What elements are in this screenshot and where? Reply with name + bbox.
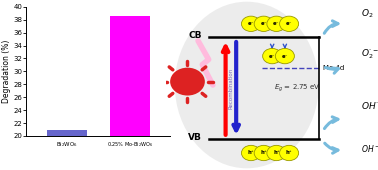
Circle shape xyxy=(263,48,282,64)
Circle shape xyxy=(275,48,294,64)
Circle shape xyxy=(242,16,260,31)
Text: 0.25% Mo-Bi$_2$WO$_6$: 0.25% Mo-Bi$_2$WO$_6$ xyxy=(107,140,153,149)
Circle shape xyxy=(267,16,286,31)
Bar xyxy=(110,16,150,170)
Text: h⁺: h⁺ xyxy=(286,150,292,156)
Bar xyxy=(46,130,87,170)
Text: $OH^-, H_2O$: $OH^-, H_2O$ xyxy=(361,143,378,156)
Circle shape xyxy=(254,145,273,161)
Circle shape xyxy=(280,145,299,161)
Text: e⁻: e⁻ xyxy=(260,21,267,26)
Text: $E_g$ = 2.75 eV: $E_g$ = 2.75 eV xyxy=(274,83,321,94)
Text: h⁺: h⁺ xyxy=(248,150,254,156)
Text: $O_2$: $O_2$ xyxy=(361,7,373,20)
Text: e⁻: e⁻ xyxy=(248,21,254,26)
Text: VB: VB xyxy=(188,133,202,142)
Ellipse shape xyxy=(175,2,319,168)
Circle shape xyxy=(170,68,205,96)
Text: e⁻: e⁻ xyxy=(273,21,280,26)
Text: h⁺: h⁺ xyxy=(273,150,280,156)
Text: $OH^{\cdot}$: $OH^{\cdot}$ xyxy=(361,100,378,111)
Text: $O_2^{\cdot-}$: $O_2^{\cdot-}$ xyxy=(361,48,378,61)
Circle shape xyxy=(280,16,299,31)
Text: e⁻: e⁻ xyxy=(282,54,288,59)
Text: Recombination: Recombination xyxy=(228,68,233,109)
Text: CB: CB xyxy=(189,31,202,40)
Circle shape xyxy=(242,145,260,161)
Text: Mo 4d: Mo 4d xyxy=(323,65,344,71)
Text: Bi$_2$WO$_6$: Bi$_2$WO$_6$ xyxy=(56,140,77,149)
Circle shape xyxy=(267,145,286,161)
Text: e⁻: e⁻ xyxy=(286,21,292,26)
Circle shape xyxy=(254,16,273,31)
Text: h⁺: h⁺ xyxy=(260,150,267,156)
Text: e⁻: e⁻ xyxy=(269,54,275,59)
Y-axis label: Degradation (%): Degradation (%) xyxy=(2,40,11,103)
